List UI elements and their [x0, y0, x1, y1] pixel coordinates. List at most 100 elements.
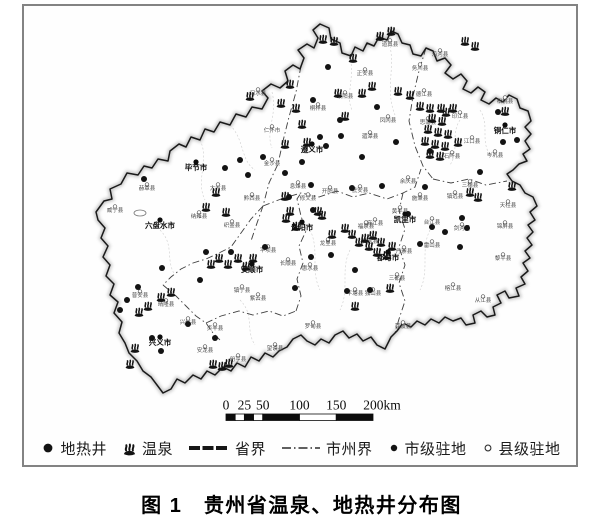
hot-spring-marker	[296, 119, 308, 129]
hot-spring-marker	[353, 237, 365, 247]
county-label: 安龙县	[197, 346, 214, 354]
scale-bar-tick-label: 100	[289, 398, 310, 413]
geothermal-well-marker	[359, 154, 365, 160]
county-label: 修文县	[300, 194, 317, 202]
geothermal-well-marker	[317, 134, 323, 140]
hot-spring-marker	[232, 253, 244, 263]
geothermal-well-marker	[325, 64, 331, 70]
county-seat-circle	[295, 180, 301, 185]
county-label: 台江县	[424, 218, 441, 226]
county-label: 织金县	[224, 221, 241, 229]
hot-spring-marker	[223, 358, 235, 368]
city-seat-dot	[157, 217, 163, 223]
county-label: 石阡县	[444, 152, 461, 160]
county-boundary-line	[239, 299, 256, 346]
county-seat-icon	[484, 444, 491, 452]
scale-bar: 0 25 50 100 150 200km	[223, 398, 401, 421]
city-seat-dot	[249, 261, 255, 267]
geothermal-well-marker	[158, 348, 164, 354]
legend-label: 地热井	[60, 441, 107, 458]
province-boundary	[95, 23, 538, 394]
county-seat-circle	[492, 149, 498, 154]
geothermal-well-marker	[379, 183, 385, 189]
hot-spring-marker	[279, 139, 291, 149]
hot-spring-marker	[207, 359, 219, 369]
county-seat-circle	[505, 199, 511, 204]
hot-spring-marker	[222, 259, 234, 269]
geothermal-well-marker	[459, 215, 465, 221]
county-label: 独山县	[365, 289, 382, 297]
hot-spring-marker	[347, 53, 359, 63]
city-label: 安顺市	[241, 264, 264, 274]
county-seat-circle	[367, 130, 373, 135]
county-seat-circle	[327, 185, 333, 190]
province-boundary-icon	[188, 446, 229, 450]
hot-spring-marker	[328, 36, 340, 46]
geothermal-well-marker	[349, 185, 355, 191]
hot-spring-marker	[422, 124, 434, 134]
county-label: 剑河县	[454, 224, 471, 232]
geothermal-well-marker	[149, 335, 155, 341]
county-label: 道真县	[382, 40, 399, 48]
county-label: 三穗县	[462, 181, 479, 189]
hot-spring-marker	[367, 230, 379, 240]
county-seat-circle	[239, 284, 245, 289]
county-seat-circle	[421, 88, 427, 93]
county-label: 天柱县	[500, 201, 517, 209]
county-boundary-line	[479, 109, 491, 156]
hot-spring-marker	[332, 88, 344, 98]
geothermal-well-marker	[310, 97, 316, 103]
county-boundary-line	[419, 229, 431, 291]
county-boundary-line	[229, 124, 256, 171]
county-label: 纳雍县	[191, 212, 208, 220]
scale-bar-tick-label: 150	[326, 398, 347, 413]
legend-label: 市级驻地	[404, 441, 467, 458]
county-label: 雷山县	[424, 241, 441, 249]
hot-spring-marker	[447, 103, 459, 113]
hot-spring-marker	[506, 181, 518, 191]
county-seat-circle	[272, 342, 278, 347]
lake-caohai	[133, 209, 147, 217]
county-label: 习水县	[250, 89, 267, 97]
county-label: 黎平县	[495, 254, 512, 262]
scale-bar-segment	[225, 413, 236, 421]
geothermal-well-marker	[212, 335, 218, 341]
county-seat-circle	[363, 220, 369, 225]
county-label: 金沙县	[264, 159, 281, 167]
county-label: 息烽县	[290, 182, 307, 190]
geothermal-well-icon	[44, 443, 53, 453]
geothermal-well-marker	[328, 252, 334, 258]
geothermal-well-marker	[185, 321, 191, 327]
city-label: 铜仁市	[494, 125, 517, 135]
hot-spring-marker	[469, 41, 481, 51]
geothermal-well-marker	[429, 224, 435, 230]
hot-spring-marker	[424, 149, 436, 159]
county-seat-circle	[305, 192, 311, 197]
county-seat-circle	[310, 320, 316, 325]
hot-spring-marker	[385, 26, 397, 36]
geothermal-well-marker	[124, 297, 130, 303]
hot-spring-marker	[442, 129, 454, 139]
hot-spring-marker	[280, 213, 292, 223]
hot-spring-marker	[414, 101, 426, 111]
county-boundary-line	[199, 139, 206, 201]
county-label: 瓮安县	[352, 186, 369, 194]
county-label: 凤冈县	[380, 117, 397, 124]
city-seat-dot	[309, 141, 315, 147]
geothermal-well-marker	[260, 154, 266, 160]
county-seat-circle	[196, 210, 202, 215]
county-seat-circle	[502, 220, 508, 225]
county-label: 普安县	[132, 291, 149, 299]
county-seat-circle	[307, 262, 313, 267]
county-label: 湄潭县	[362, 132, 379, 140]
county-label: 从江县	[475, 297, 492, 304]
scale-bar-segment	[299, 413, 337, 421]
geothermal-well-marker	[282, 170, 288, 176]
county-label: 开阳县	[322, 187, 339, 195]
county-label: 岑巩县	[487, 151, 504, 159]
county-label: 桐梓县	[310, 104, 327, 112]
hot-spring-marker	[346, 229, 358, 239]
hot-spring-marker	[419, 136, 431, 146]
